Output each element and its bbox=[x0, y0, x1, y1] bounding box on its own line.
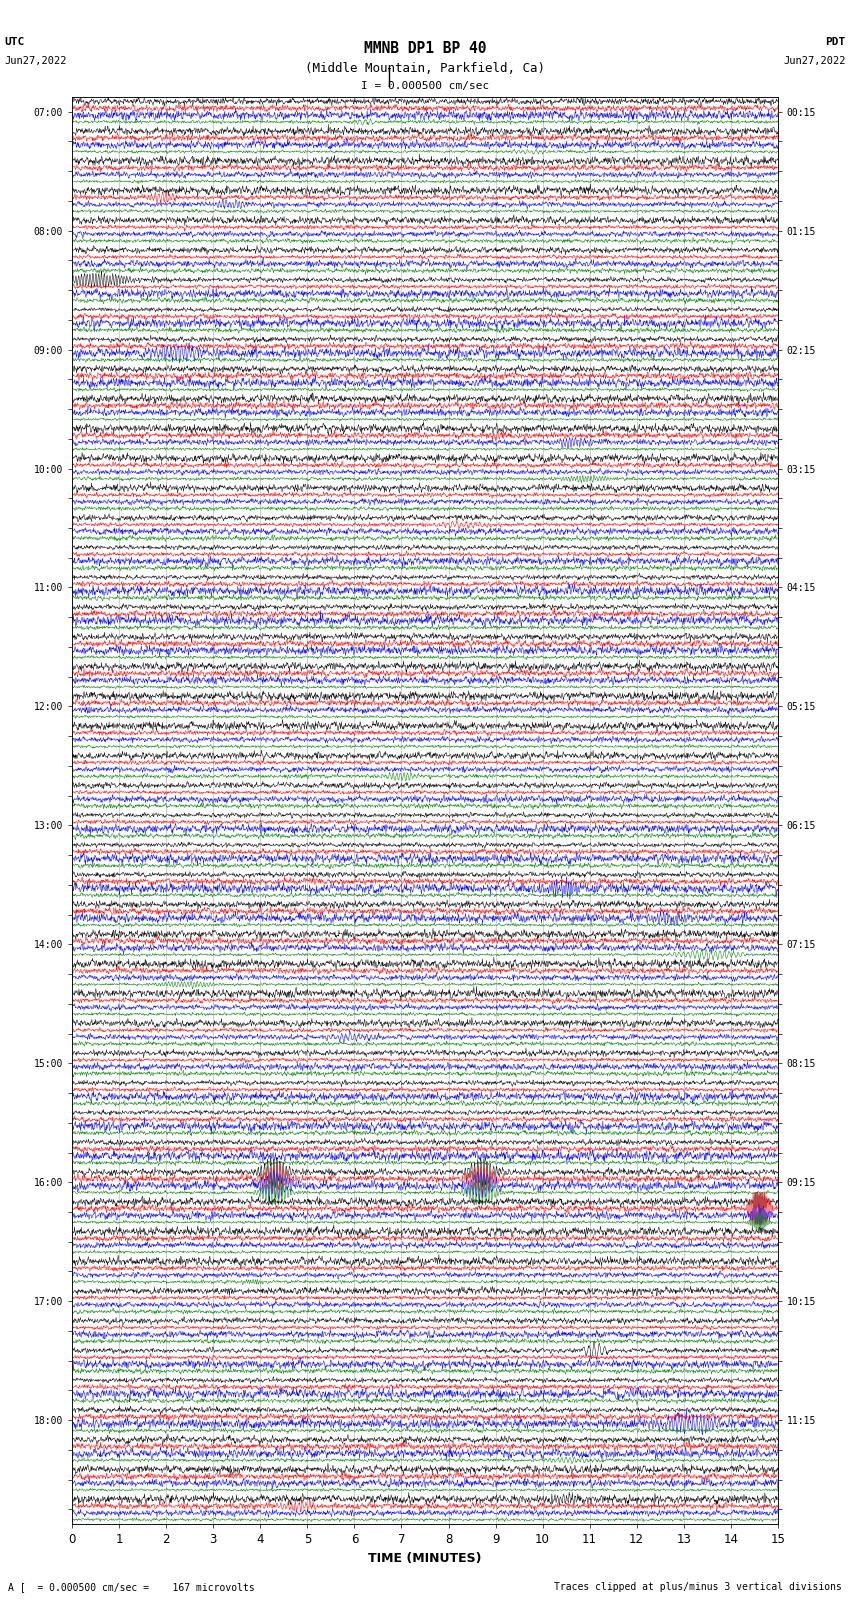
Text: Traces clipped at plus/minus 3 vertical divisions: Traces clipped at plus/minus 3 vertical … bbox=[553, 1582, 842, 1592]
Text: UTC: UTC bbox=[4, 37, 25, 47]
Text: Jun27,2022: Jun27,2022 bbox=[4, 56, 67, 66]
Text: Jun27,2022: Jun27,2022 bbox=[783, 56, 846, 66]
Text: PDT: PDT bbox=[825, 37, 846, 47]
Text: A [  = 0.000500 cm/sec =    167 microvolts: A [ = 0.000500 cm/sec = 167 microvolts bbox=[8, 1582, 255, 1592]
X-axis label: TIME (MINUTES): TIME (MINUTES) bbox=[368, 1552, 482, 1565]
Text: (Middle Mountain, Parkfield, Ca): (Middle Mountain, Parkfield, Ca) bbox=[305, 63, 545, 76]
Text: MMNB DP1 BP 40: MMNB DP1 BP 40 bbox=[364, 40, 486, 56]
Text: I = 0.000500 cm/sec: I = 0.000500 cm/sec bbox=[361, 81, 489, 90]
